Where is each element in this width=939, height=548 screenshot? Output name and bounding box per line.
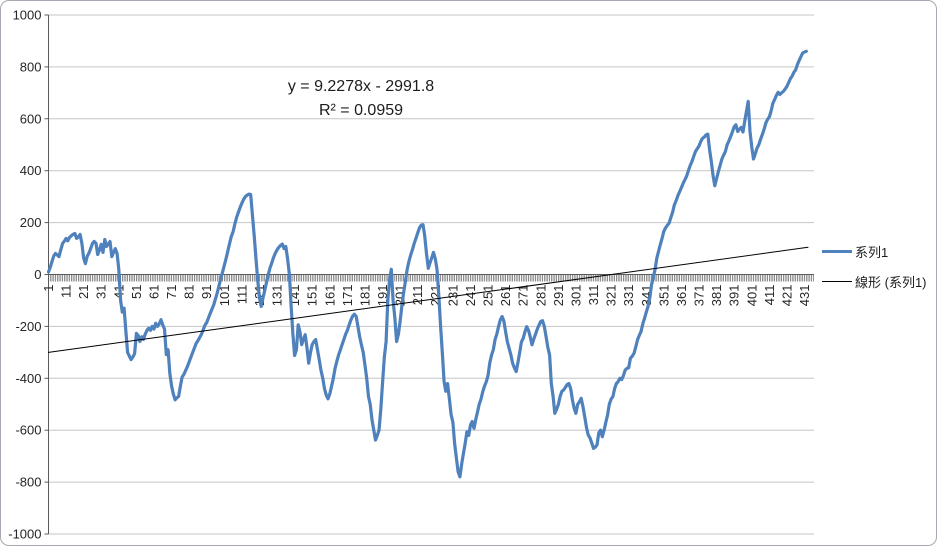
svg-text:-200: -200 xyxy=(15,319,41,334)
svg-text:151: 151 xyxy=(305,285,320,307)
svg-text:171: 171 xyxy=(340,285,355,307)
svg-text:271: 271 xyxy=(516,285,531,307)
svg-text:381: 381 xyxy=(709,285,724,307)
trendline-r-squared-text: R² = 0.0959 xyxy=(318,102,404,119)
x-axis xyxy=(48,274,814,282)
svg-text:71: 71 xyxy=(164,285,179,299)
svg-text:291: 291 xyxy=(551,285,566,307)
svg-text:301: 301 xyxy=(568,285,583,307)
svg-text:181: 181 xyxy=(358,285,373,307)
trendline-swatch xyxy=(822,280,852,282)
series1-line[interactable] xyxy=(46,49,808,479)
svg-text:131: 131 xyxy=(270,285,285,307)
svg-text:101: 101 xyxy=(217,285,232,307)
legend-label-trendline: 線形 (系列1) xyxy=(855,274,927,290)
svg-text:411: 411 xyxy=(762,285,777,306)
svg-text:161: 161 xyxy=(322,285,337,307)
svg-text:431: 431 xyxy=(797,285,812,307)
svg-text:401: 401 xyxy=(744,285,759,307)
svg-text:-600: -600 xyxy=(15,423,41,438)
y-axis xyxy=(44,14,49,535)
series1-line-swatch xyxy=(822,249,852,253)
svg-text:241: 241 xyxy=(463,285,478,307)
svg-text:81: 81 xyxy=(182,285,197,299)
x-axis-labels: 1 11 21 31 41 51 61 71 81 91 101 111 121 131 141 151 161… xyxy=(41,285,812,307)
svg-text:391: 391 xyxy=(727,285,742,307)
svg-text:1: 1 xyxy=(41,285,56,292)
svg-text:-800: -800 xyxy=(15,475,41,490)
svg-text:11: 11 xyxy=(59,285,74,299)
svg-text:61: 61 xyxy=(147,285,162,299)
svg-text:91: 91 xyxy=(199,285,214,299)
legend-item-series1[interactable]: 系列1 xyxy=(822,243,927,260)
trendline-label: y = 9.2278x - 2991.8 R² = 0.0959 xyxy=(236,75,486,123)
svg-text:800: 800 xyxy=(20,59,42,74)
svg-text:321: 321 xyxy=(604,285,619,307)
svg-text:21: 21 xyxy=(76,285,91,299)
svg-text:281: 281 xyxy=(533,285,548,307)
svg-text:311: 311 xyxy=(586,285,601,306)
svg-text:371: 371 xyxy=(692,285,707,307)
svg-text:31: 31 xyxy=(94,285,109,299)
svg-text:331: 331 xyxy=(621,285,636,307)
trendline[interactable] xyxy=(48,246,809,353)
svg-text:361: 361 xyxy=(674,285,689,307)
svg-text:200: 200 xyxy=(20,215,42,230)
y-axis-labels: 1000 800 600 400 200 0 -200 -400 -600 -800 -1000 xyxy=(8,8,41,542)
trendline-equation-text: y = 9.2278x - 2991.8 xyxy=(287,78,435,95)
svg-text:111: 111 xyxy=(234,285,249,305)
svg-text:231: 231 xyxy=(445,285,460,307)
svg-text:351: 351 xyxy=(656,285,671,307)
svg-text:-400: -400 xyxy=(15,371,41,386)
svg-text:421: 421 xyxy=(779,285,794,307)
legend: 系列1 線形 (系列1) xyxy=(822,243,927,303)
svg-text:400: 400 xyxy=(20,163,42,178)
svg-text:251: 251 xyxy=(481,285,496,307)
svg-text:1000: 1000 xyxy=(13,8,42,23)
svg-text:-1000: -1000 xyxy=(8,527,41,542)
svg-text:600: 600 xyxy=(20,111,42,126)
legend-item-trendline[interactable]: 線形 (系列1) xyxy=(822,273,927,290)
legend-label-series1: 系列1 xyxy=(855,244,889,260)
y-gridlines xyxy=(48,14,814,535)
svg-text:211: 211 xyxy=(410,285,425,306)
svg-text:261: 261 xyxy=(498,285,513,307)
svg-text:51: 51 xyxy=(129,285,144,299)
svg-text:0: 0 xyxy=(34,267,41,282)
